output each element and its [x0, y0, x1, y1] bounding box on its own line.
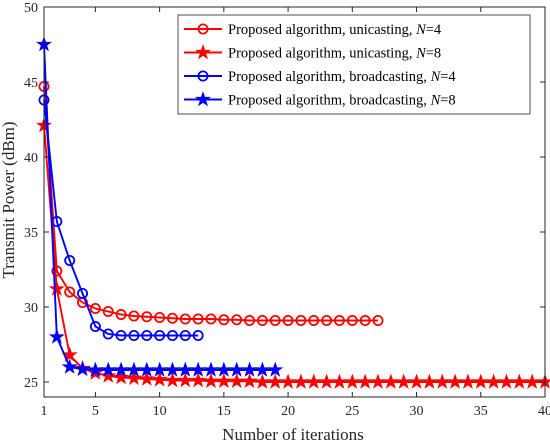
series-3-line [43, 99, 199, 337]
series-1-point [333, 314, 345, 326]
series-3-point [154, 329, 166, 341]
series-1-point [64, 286, 76, 298]
series-1-point [346, 314, 358, 326]
y-tick-label: 50 [24, 1, 38, 16]
series-2-point [100, 367, 117, 383]
series-1-point [244, 314, 256, 326]
series-2-point [190, 372, 207, 388]
y-tick-label: 45 [24, 76, 38, 91]
series-1-point [166, 312, 178, 324]
legend: Proposed algorithm, unicasting, N=4 Propo… [177, 14, 531, 115]
series-1-point [218, 314, 230, 326]
legend-entry: Proposed algorithm, unicasting, N=4 [184, 22, 442, 38]
x-tick-label: 15 [217, 404, 231, 419]
legend-label: Proposed algorithm, unicasting, N=4 [228, 22, 442, 38]
x-tick-label: 1 [41, 404, 48, 419]
series-1-point [205, 313, 217, 325]
series-1-point [128, 310, 140, 322]
legend-entry: Proposed algorithm, broadcasting, N=8 [184, 91, 456, 109]
series-layer [36, 36, 550, 389]
series-3-point [179, 329, 191, 341]
x-tick-label: 35 [474, 404, 488, 419]
y-tick-label: 30 [24, 301, 38, 316]
series-2-point [138, 370, 155, 386]
series-2-line [43, 125, 545, 383]
series-1-point [256, 314, 268, 326]
y-axis-label: Transmit Power (dBm) [0, 121, 18, 278]
legend-label: Proposed algorithm, broadcasting, N=4 [228, 69, 456, 85]
series-3-point [115, 329, 127, 341]
y-tick-label: 35 [24, 226, 38, 241]
series-1-point [154, 311, 166, 323]
series-4-point [48, 328, 65, 344]
series-3-point [102, 328, 114, 340]
legend-swatch-marker [197, 23, 209, 35]
series-1-point [308, 314, 320, 326]
series-3-point [128, 329, 140, 341]
series-2-point [151, 371, 168, 387]
series-1-point [115, 308, 127, 320]
x-tick-label: 10 [153, 404, 167, 419]
series-2-point [48, 280, 65, 296]
series-1-point [282, 314, 294, 326]
series-1-point [372, 314, 384, 326]
y-tick-label: 25 [24, 376, 38, 391]
legend-label: Proposed algorithm, unicasting, N=8 [228, 46, 441, 62]
series-3-point [89, 320, 101, 332]
x-tick-label: 5 [92, 404, 99, 419]
series-2-point [125, 369, 142, 386]
legend-swatch-marker [197, 70, 209, 82]
series-1-point [179, 313, 191, 325]
series-1-point [231, 314, 243, 326]
series-1-point [192, 313, 204, 325]
series-3-point [64, 254, 76, 266]
series-4-point [267, 361, 284, 377]
series-1-point [269, 314, 281, 326]
series-2-point [113, 369, 130, 385]
series-4-point [74, 360, 91, 377]
legend-swatch-marker [195, 91, 211, 107]
series-1-point [359, 314, 371, 326]
x-tick-label: 30 [410, 404, 424, 419]
series-3-point [141, 329, 153, 341]
series-3 [38, 94, 204, 341]
y-tick-label: 40 [24, 151, 38, 166]
series-1-point [321, 314, 333, 326]
legend-entry: Proposed algorithm, unicasting, N=8 [184, 44, 441, 62]
series-2 [36, 117, 550, 389]
x-tick-label: 40 [538, 404, 550, 419]
series-2-point [241, 372, 258, 389]
series-1-point [102, 305, 114, 317]
series-1-point [295, 314, 307, 326]
series-1-point [141, 311, 153, 323]
series-1-point [89, 302, 101, 314]
legend-swatch-marker [195, 44, 211, 60]
x-axis-label: Number of iterations [222, 425, 364, 444]
series-3-point [77, 287, 89, 299]
x-tick-label: 20 [281, 404, 295, 419]
x-tick-label: 25 [345, 404, 359, 419]
legend-box [177, 14, 531, 115]
legend-label: Proposed algorithm, broadcasting, N=8 [228, 93, 456, 109]
axes-frame [43, 6, 546, 398]
series-4-point [61, 358, 78, 374]
series-4 [36, 36, 284, 377]
series-1-point [51, 265, 63, 277]
legend-entry: Proposed algorithm, broadcasting, N=4 [184, 69, 456, 85]
series-3-point [166, 329, 178, 341]
series-3-point [192, 329, 204, 341]
